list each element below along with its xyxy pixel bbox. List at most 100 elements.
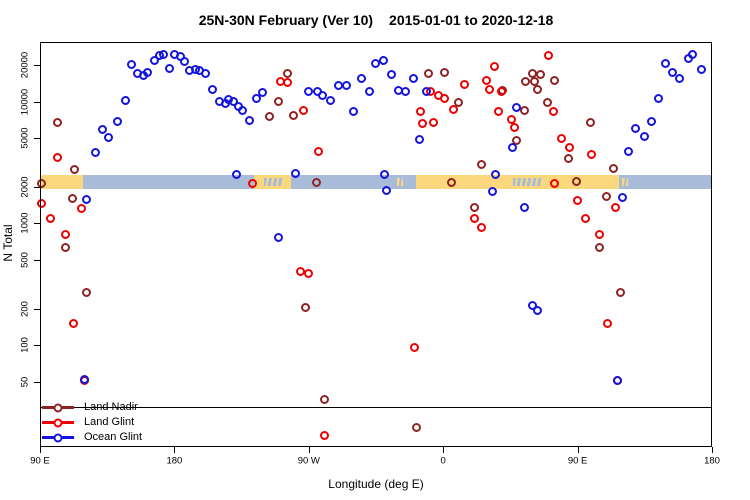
data-point-ocean-glint [143,68,153,78]
data-point-ocean-glint [318,91,328,101]
data-point-land-glint [46,213,56,223]
data-point-ocean-glint [382,185,392,195]
data-point-ocean-glint [258,88,268,98]
data-point-land-glint [549,179,559,189]
legend-item-land-glint: Land Glint [42,415,142,430]
data-point-land-glint [543,51,553,61]
data-point-ocean-glint [121,96,131,106]
y-axis-label: N Total [1,224,15,262]
data-point-land-glint [299,106,309,116]
data-point-ocean-glint [313,86,323,96]
data-point-land-nadir [616,288,626,298]
data-point-land-glint [77,203,86,213]
data-point-land-nadir [61,242,71,252]
data-point-ocean-glint [207,84,217,94]
data-point-ocean-glint [490,170,500,180]
legend-item-ocean-glint: Ocean Glint [42,430,142,445]
data-point-land-nadir [476,159,486,169]
data-point-land-glint [61,230,71,240]
data-point-land-nadir [601,192,611,202]
data-point-ocean-glint [164,63,174,73]
data-point-land-nadir [274,97,284,107]
data-point-land-glint [581,213,591,223]
data-point-land-nadir [52,117,62,127]
chart-title-range: 25N-30N February (Ver 10) [198,12,374,28]
data-point-ocean-glint [639,131,649,141]
data-point-land-nadir [264,112,274,122]
x-tick-label: 90 E [30,455,50,467]
data-point-land-nadir [608,163,618,173]
data-point-land-glint [556,133,566,143]
data-point-ocean-glint [104,132,114,142]
data-point-ocean-glint [674,73,684,83]
data-point-ocean-glint [150,56,160,66]
data-point-land-glint [510,123,520,133]
data-point-ocean-glint [647,116,657,126]
data-point-land-nadir [586,118,596,128]
map-strip-patch-land [396,177,403,186]
data-point-ocean-glint [520,202,530,212]
legend-item-land-nadir: Land Nadir [42,400,142,415]
data-point-ocean-glint [98,125,108,135]
data-point-ocean-glint [200,69,210,79]
data-point-land-nadir [440,67,450,77]
data-point-land-nadir [311,177,321,187]
y-tick-mark [34,65,40,66]
x-tick-mark [577,447,579,453]
data-point-land-glint [440,93,450,103]
y-tick-label: 2000 [19,176,31,198]
land-glint-marker-icon [42,418,74,427]
data-point-land-nadir [535,70,545,80]
data-point-ocean-glint [342,81,352,91]
data-point-ocean-glint [79,375,89,385]
data-point-ocean-glint [688,49,698,59]
data-point-ocean-glint [158,49,168,59]
y-tick-mark [34,260,40,262]
reference-line [40,407,712,409]
x-tick-label: 90 E [567,455,588,467]
data-point-land-glint [320,431,330,441]
y-tick-label: 20000 [19,51,31,79]
data-point-ocean-glint [408,73,418,83]
data-point-land-nadir [564,154,574,164]
data-point-ocean-glint [90,148,100,158]
data-point-land-glint [68,318,78,328]
x-tick-label: 180 [704,455,720,467]
x-tick-mark [308,447,310,453]
plot-border [40,42,712,447]
y-tick-mark [34,101,40,103]
data-point-land-glint [247,178,257,188]
data-point-land-nadir [423,68,433,78]
data-point-ocean-glint [668,67,678,77]
map-strip-patch-land [622,177,629,186]
data-point-land-nadir [69,165,79,175]
data-point-land-nadir [543,98,553,108]
map-strip-ocean [83,174,254,190]
data-point-land-glint [490,62,500,72]
y-tick-label: 100 [19,337,31,354]
data-point-land-glint [410,342,420,352]
data-point-land-glint [52,152,62,162]
data-point-ocean-glint [415,134,425,144]
data-point-ocean-glint [325,95,335,105]
data-point-land-glint [484,85,494,95]
legend: Land Nadir Land Glint Ocean Glint [42,400,142,445]
data-point-land-glint [303,269,313,279]
y-tick-label: 50 [19,376,31,388]
x-tick-mark [174,447,176,453]
data-point-land-glint [610,202,620,212]
data-point-land-glint [573,195,583,205]
data-point-land-nadir [67,193,77,203]
data-point-ocean-glint [630,124,640,134]
data-point-land-nadir [512,135,522,145]
data-point-ocean-glint [356,73,366,83]
data-point-ocean-glint [378,56,388,66]
data-point-land-nadir [289,110,299,120]
data-point-ocean-glint [487,186,497,196]
data-point-land-nadir [571,177,581,187]
legend-label-ocean-glint: Ocean Glint [84,431,143,443]
data-point-land-nadir [412,423,422,433]
map-strip-patch-ocean [264,177,282,186]
data-point-land-nadir [595,242,605,252]
